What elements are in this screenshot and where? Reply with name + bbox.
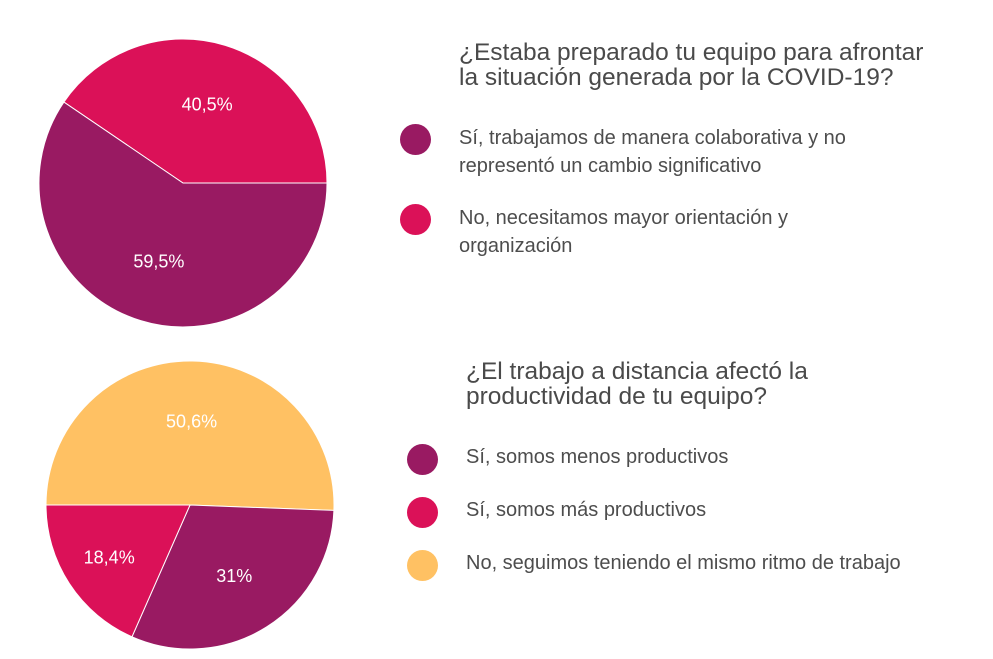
- legend-dot-pink: [400, 204, 431, 235]
- legend-label-line: No, necesitamos mayor orientación y: [459, 207, 789, 229]
- chart-2-legend: Sí, somos menos productivos Sí, somos má…: [407, 444, 987, 603]
- chart-1-slice: [63, 38, 328, 184]
- legend-label: No, seguimos teniendo el mismo ritmo de …: [466, 552, 901, 574]
- chart-2-slice-label: 18,4%: [84, 548, 135, 568]
- legend-dot-yellow: [407, 550, 438, 581]
- chart-2-slice: [131, 504, 335, 650]
- legend-dot-purple: [407, 444, 438, 475]
- legend-label: Sí, somos menos productivos: [466, 446, 729, 468]
- chart-1-slice: [38, 101, 328, 328]
- chart-2-slice: [45, 504, 191, 638]
- chart-2-title: ¿El trabajo a distancia afectó la produc…: [466, 359, 966, 409]
- legend-item: No, necesitamos mayor orientación y orga…: [400, 204, 960, 284]
- chart-2-title-line: productividad de tu equipo?: [466, 383, 768, 410]
- legend-item: Sí, somos más productivos: [407, 497, 987, 550]
- legend-dot-pink: [407, 497, 438, 528]
- chart-2-slice-label: 50,6%: [166, 411, 217, 431]
- chart-2-title-line: ¿El trabajo a distancia afectó la: [466, 358, 808, 385]
- legend-label: Sí, somos más productivos: [466, 499, 707, 521]
- chart-2-slice-label: 31%: [216, 566, 252, 586]
- legend-item: Sí, trabajamos de manera colaborativa y …: [400, 124, 960, 204]
- legend-label-line: representó un cambio significativo: [459, 155, 762, 177]
- chart-1-slice-label: 59,5%: [133, 251, 184, 271]
- legend-label: No, necesitamos mayor orientación y orga…: [459, 204, 788, 260]
- legend-dot-purple: [400, 124, 431, 155]
- chart-1-legend: Sí, trabajamos de manera colaborativa y …: [400, 124, 960, 284]
- chart-1-title-line: la situación generada por la COVID-19?: [459, 64, 894, 91]
- chart-1-slice-label: 40,5%: [182, 95, 233, 115]
- legend-label: Sí, trabajamos de manera colaborativa y …: [459, 124, 846, 180]
- chart-1-title: ¿Estaba preparado tu equipo para afronta…: [459, 40, 979, 90]
- legend-item: Sí, somos menos productivos: [407, 444, 987, 497]
- legend-item: No, seguimos teniendo el mismo ritmo de …: [407, 550, 987, 603]
- legend-label-line: organización: [459, 235, 573, 257]
- legend-label-line: Sí, trabajamos de manera colaborativa y …: [459, 127, 846, 149]
- chart-2-slice: [45, 360, 335, 511]
- chart-1-title-line: ¿Estaba preparado tu equipo para afronta…: [459, 39, 924, 66]
